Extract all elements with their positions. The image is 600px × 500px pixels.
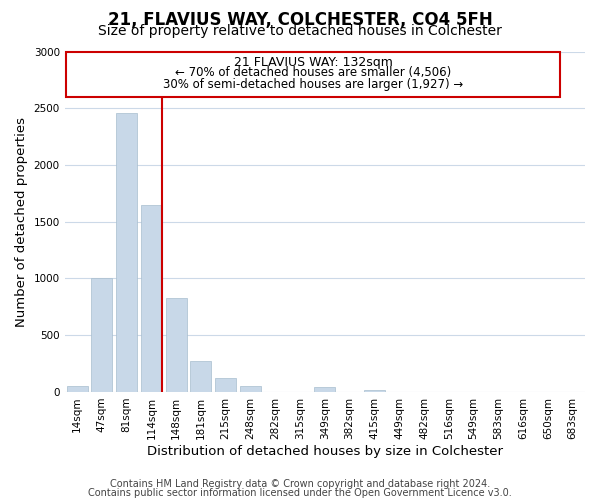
Bar (364, 390, 385, 392)
FancyBboxPatch shape (66, 52, 560, 97)
Text: 30% of semi-detached houses are larger (1,927) →: 30% of semi-detached houses are larger (… (163, 78, 463, 90)
Text: Size of property relative to detached houses in Colchester: Size of property relative to detached ho… (98, 24, 502, 38)
Bar (314, 388, 335, 392)
Y-axis label: Number of detached properties: Number of detached properties (15, 116, 28, 326)
Text: Contains public sector information licensed under the Open Government Licence v3: Contains public sector information licen… (88, 488, 512, 498)
Bar (215, 378, 236, 392)
Text: 21 FLAVIUS WAY: 132sqm: 21 FLAVIUS WAY: 132sqm (233, 56, 392, 69)
Bar (116, 113, 137, 392)
Bar (141, 204, 162, 392)
Text: ← 70% of detached houses are smaller (4,506): ← 70% of detached houses are smaller (4,… (175, 66, 451, 80)
Bar (166, 298, 187, 392)
Bar (240, 386, 261, 392)
Bar (67, 386, 88, 392)
Bar (91, 278, 112, 392)
Text: 21, FLAVIUS WAY, COLCHESTER, CO4 5FH: 21, FLAVIUS WAY, COLCHESTER, CO4 5FH (107, 11, 493, 29)
Bar (190, 362, 211, 392)
Text: Contains HM Land Registry data © Crown copyright and database right 2024.: Contains HM Land Registry data © Crown c… (110, 479, 490, 489)
X-axis label: Distribution of detached houses by size in Colchester: Distribution of detached houses by size … (147, 444, 503, 458)
